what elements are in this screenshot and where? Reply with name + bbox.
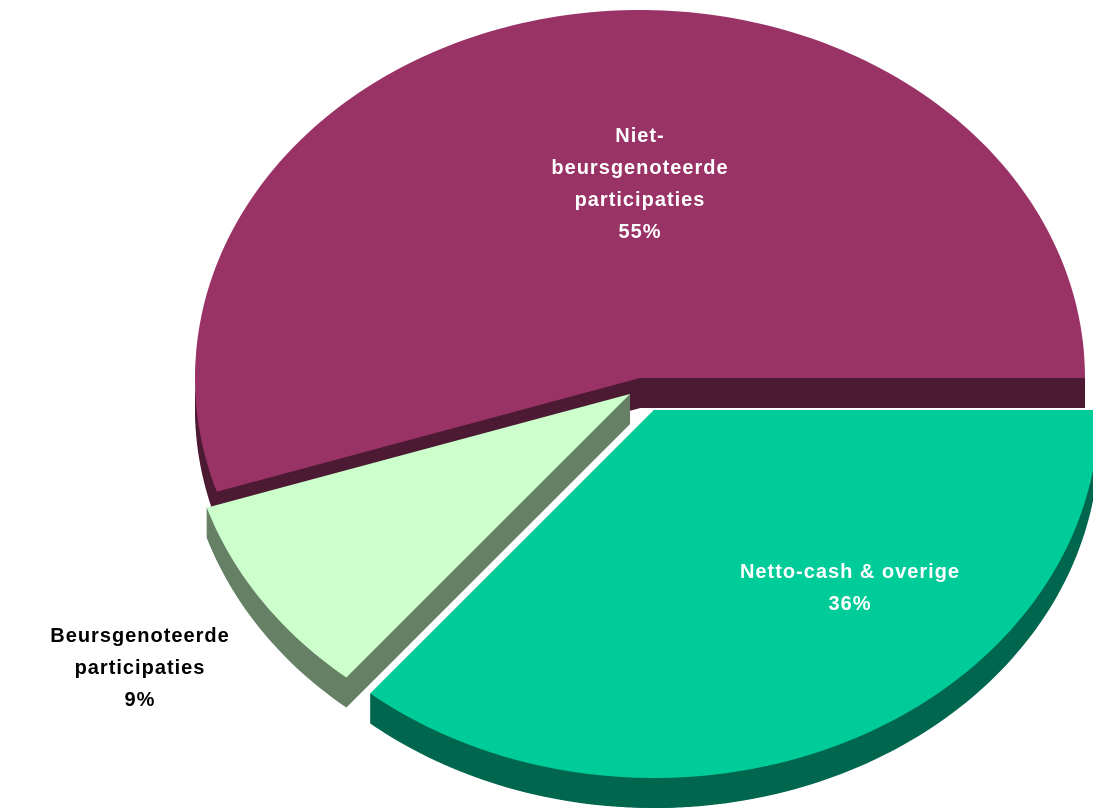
slice-label: Niet-beursgenoteerde participaties 55% bbox=[540, 120, 740, 248]
category-label: Netto-cash & overige bbox=[739, 561, 961, 583]
slice-side bbox=[640, 378, 1085, 408]
slice-label: Netto-cash & overige 36% bbox=[690, 556, 1010, 620]
slice-side bbox=[346, 394, 630, 708]
slice bbox=[206, 394, 631, 678]
category-label: Niet-beursgenoteerde participaties bbox=[551, 125, 729, 211]
slice-side bbox=[206, 507, 347, 708]
value-label: 9% bbox=[124, 689, 156, 711]
slice bbox=[195, 10, 1085, 492]
slice-label: Beursgenoteerde participaties 9% bbox=[5, 620, 275, 716]
slice-side bbox=[370, 470, 1093, 808]
value-label: 36% bbox=[828, 593, 872, 615]
slice-side bbox=[195, 378, 217, 522]
slice bbox=[370, 410, 1093, 778]
pie-tops bbox=[195, 10, 1093, 778]
value-label: 55% bbox=[618, 221, 662, 243]
category-label: Beursgenoteerde participaties bbox=[50, 625, 230, 679]
